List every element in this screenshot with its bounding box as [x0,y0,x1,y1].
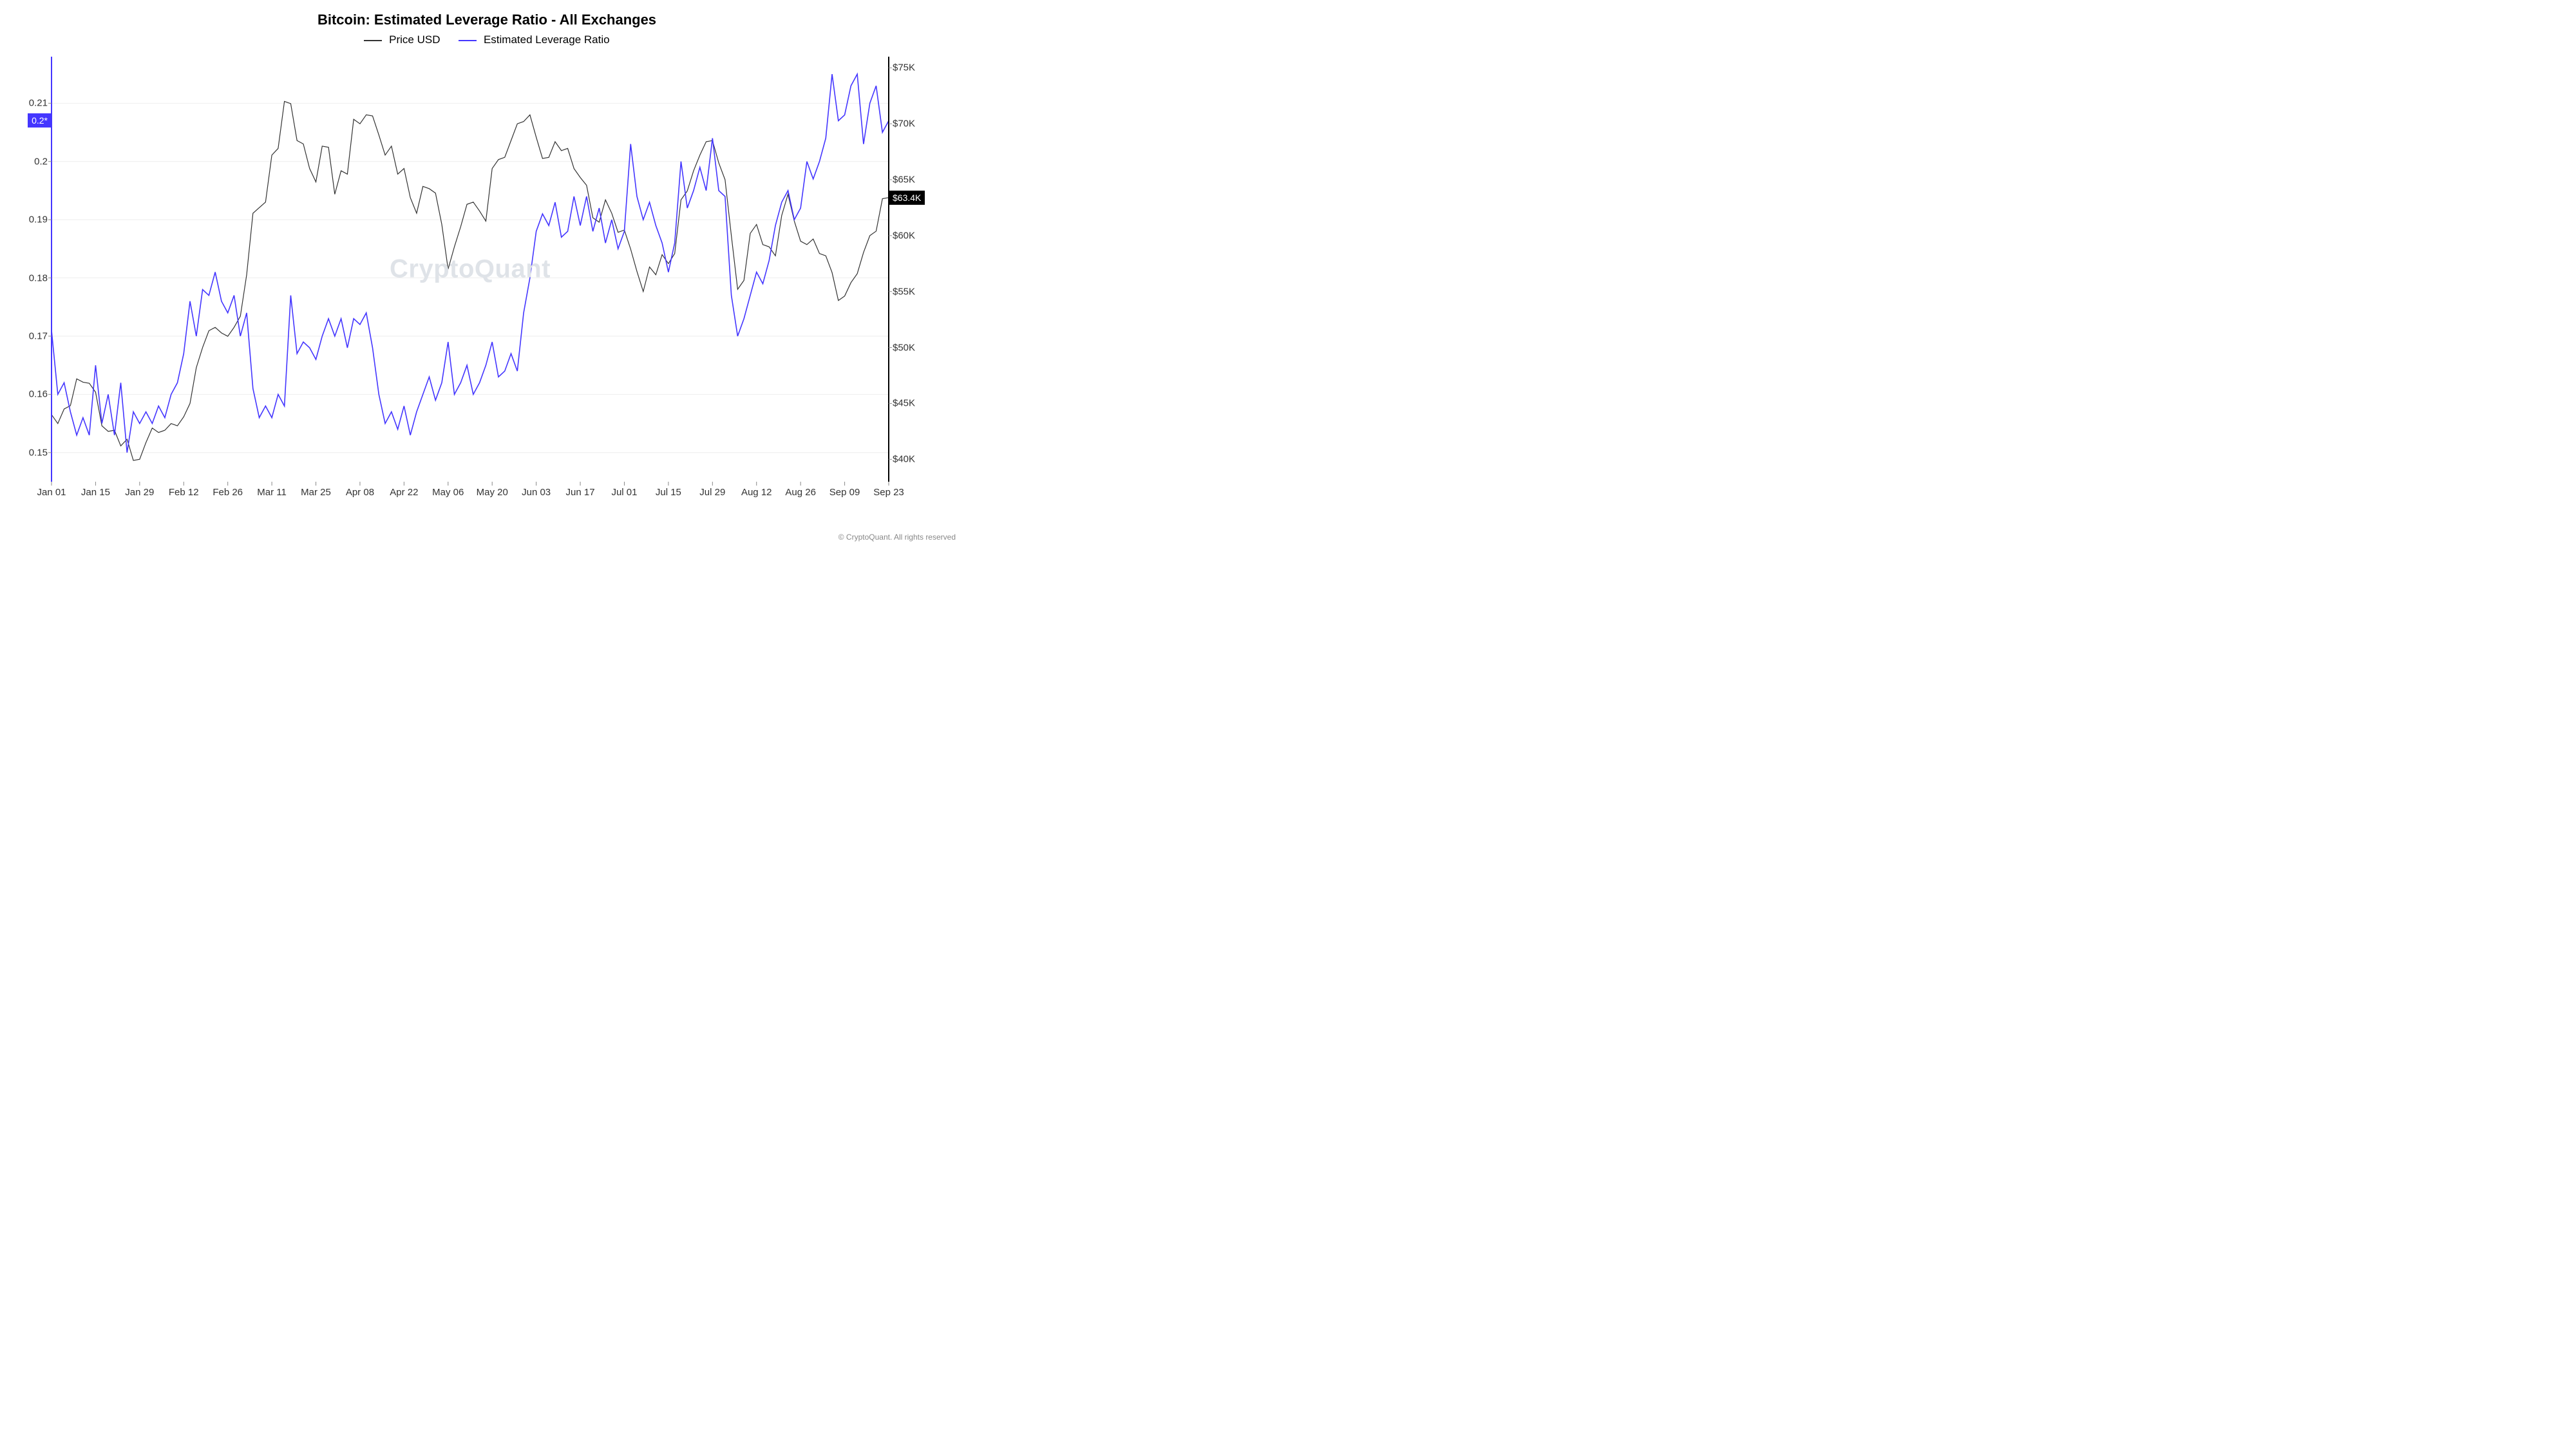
right-axis-tick: $60K [889,230,915,241]
left-axis-tick: 0.16 [29,389,52,400]
series-leverage [52,74,889,453]
legend-label-price: Price USD [389,33,440,46]
x-axis-tick: Apr 08 [346,482,374,498]
x-axis-tick: Feb 26 [213,482,243,498]
right-axis-marker: $63.4K [889,191,925,205]
left-axis-tick: 0.19 [29,214,52,225]
x-axis-tick: Jul 29 [699,482,725,498]
x-axis-tick: Jul 15 [656,482,681,498]
chart-legend: Price USD Estimated Leverage Ratio [0,33,974,46]
right-axis-tick: $45K [889,398,915,409]
x-axis-tick: Aug 26 [785,482,816,498]
copyright-footer: © CryptoQuant. All rights reserved [838,533,956,542]
legend-label-leverage: Estimated Leverage Ratio [484,33,610,46]
x-axis-tick: Mar 11 [257,482,287,498]
chart-title: Bitcoin: Estimated Leverage Ratio - All … [0,12,974,28]
legend-swatch-leverage [459,40,477,41]
right-axis-tick: $75K [889,62,915,73]
x-axis-tick: Jul 01 [611,482,637,498]
x-axis-tick: Jan 01 [37,482,66,498]
right-axis-tick: $55K [889,286,915,297]
left-axis-tick: 0.17 [29,330,52,341]
x-axis-tick: Apr 22 [390,482,418,498]
x-axis-tick: Jun 17 [566,482,595,498]
x-axis-tick: Sep 09 [829,482,860,498]
x-axis-tick: Jan 29 [125,482,154,498]
left-axis-tick: 0.15 [29,447,52,458]
x-axis-tick: Sep 23 [873,482,904,498]
left-axis-marker: 0.2* [28,113,52,128]
x-axis-tick: Jun 03 [522,482,551,498]
left-axis-tick: 0.18 [29,272,52,283]
legend-item-price: Price USD [364,33,443,46]
x-axis-tick: May 20 [477,482,508,498]
legend-swatch-price [364,40,382,41]
right-axis-tick: $65K [889,175,915,185]
x-axis-tick: Aug 12 [741,482,772,498]
left-axis-tick: 0.21 [29,98,52,109]
x-axis-tick: Jan 15 [81,482,110,498]
chart-container: Bitcoin: Estimated Leverage Ratio - All … [0,0,974,548]
legend-item-leverage: Estimated Leverage Ratio [459,33,609,46]
plot-area: CryptoQuant 0.150.160.170.180.190.20.21$… [52,57,889,482]
plot-svg [52,57,889,482]
right-axis-tick: $50K [889,342,915,353]
x-axis-tick: May 06 [432,482,464,498]
left-axis-tick: 0.2 [34,156,52,167]
x-axis-tick: Feb 12 [169,482,199,498]
x-axis-tick: Mar 25 [301,482,331,498]
right-axis-tick: $70K [889,118,915,129]
right-axis-tick: $40K [889,454,915,465]
